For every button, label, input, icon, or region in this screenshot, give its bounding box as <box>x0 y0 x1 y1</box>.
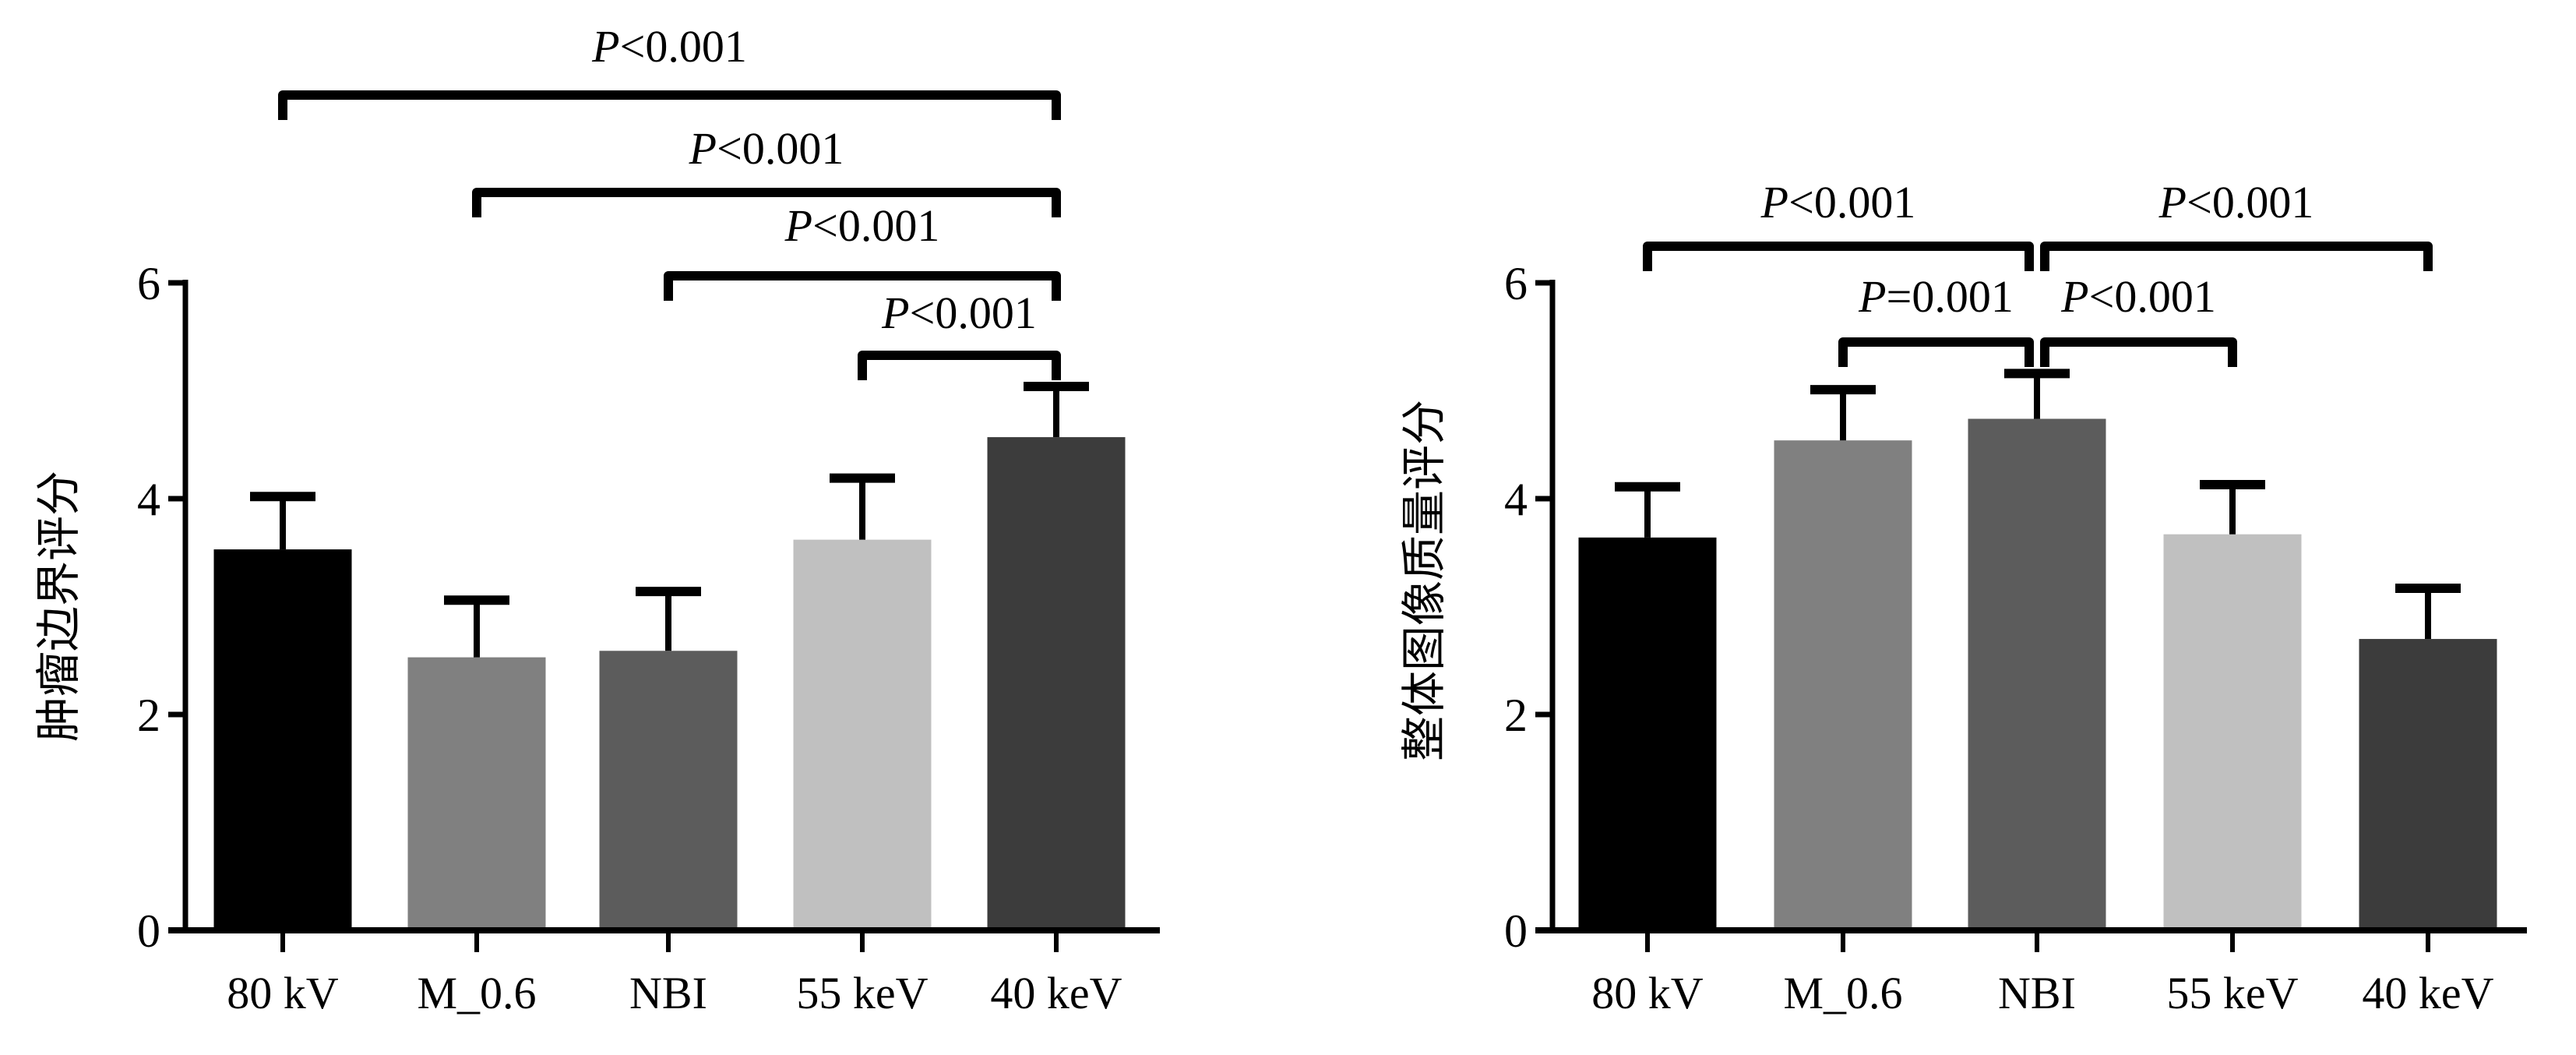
bar-80-kv <box>213 549 352 930</box>
p-value-label: P<0.001 <box>689 123 844 174</box>
x-tick-label: 40 keV <box>2362 968 2493 1018</box>
significance-bracket <box>858 351 1061 380</box>
bar-nbi <box>1968 418 2106 930</box>
p-symbol: P <box>591 21 619 72</box>
x-tick-label: M_0.6 <box>417 968 536 1018</box>
p-symbol: P <box>1760 177 1788 228</box>
p-symbol: P <box>689 123 717 174</box>
y-tick-label: 0 <box>137 905 160 957</box>
x-tick-label: M_0.6 <box>1783 968 1902 1018</box>
significance-bracket <box>278 90 1061 120</box>
x-tick-label: 80 kV <box>1591 968 1704 1018</box>
p-value: <0.001 <box>910 288 1037 338</box>
p-symbol: P <box>2060 271 2088 322</box>
bar-55-kev <box>793 539 932 930</box>
significance-bracket <box>472 188 1061 217</box>
y-tick-label: 6 <box>1504 258 1528 309</box>
p-value-label: P<0.001 <box>591 21 747 72</box>
significance-bracket <box>2040 242 2433 271</box>
bar-m-0-6 <box>1774 440 1912 930</box>
bar-40-kev <box>987 437 1126 930</box>
p-value: <0.001 <box>812 200 939 251</box>
bar-40-kev <box>2359 639 2497 930</box>
p-value: <0.001 <box>717 123 844 174</box>
significance-bracket <box>1643 242 2034 271</box>
x-tick-label: 80 kV <box>227 968 339 1018</box>
significance-bracket <box>2040 337 2237 367</box>
p-value-label: P<0.001 <box>881 288 1037 338</box>
y-tick-label: 2 <box>1504 690 1528 741</box>
p-symbol: P <box>1858 271 1886 322</box>
p-value: <0.001 <box>1788 177 1915 228</box>
y-tick-label: 4 <box>1504 474 1528 525</box>
y-tick-label: 4 <box>137 474 160 525</box>
p-value-label: P<0.001 <box>784 200 940 251</box>
bar-80-kv <box>1578 537 1717 930</box>
p-value: <0.001 <box>2089 271 2216 322</box>
p-symbol: P <box>784 200 812 251</box>
x-tick-label: 40 keV <box>990 968 1122 1018</box>
bar-nbi <box>599 651 738 930</box>
bar-55-kev <box>2163 534 2302 930</box>
x-tick-label: 55 keV <box>796 968 928 1018</box>
x-tick-label: 55 keV <box>2166 968 2298 1018</box>
bar-m-0-6 <box>407 657 546 930</box>
y-tick-label: 6 <box>137 258 160 309</box>
p-value-label: P<0.001 <box>2060 271 2216 322</box>
p-value: <0.001 <box>2187 177 2313 228</box>
x-tick-label: NBI <box>629 968 707 1018</box>
p-symbol: P <box>2158 177 2187 228</box>
y-axis-label: 整体图像质量评分 <box>1397 400 1450 761</box>
significance-bracket <box>1838 337 2034 367</box>
y-tick-label: 0 <box>1504 905 1528 957</box>
x-tick-label: NBI <box>1998 968 2076 1018</box>
p-value-label: P<0.001 <box>1760 177 1916 228</box>
y-axis-label: 肿瘤边界评分 <box>32 471 85 742</box>
p-value-label: P=0.001 <box>1858 271 2014 322</box>
p-value: <0.001 <box>620 21 747 72</box>
significance-bracket <box>664 271 1061 301</box>
p-symbol: P <box>881 288 909 338</box>
p-value-label: P<0.001 <box>2158 177 2314 228</box>
p-value: =0.001 <box>1887 271 2014 322</box>
y-tick-label: 2 <box>137 690 160 741</box>
